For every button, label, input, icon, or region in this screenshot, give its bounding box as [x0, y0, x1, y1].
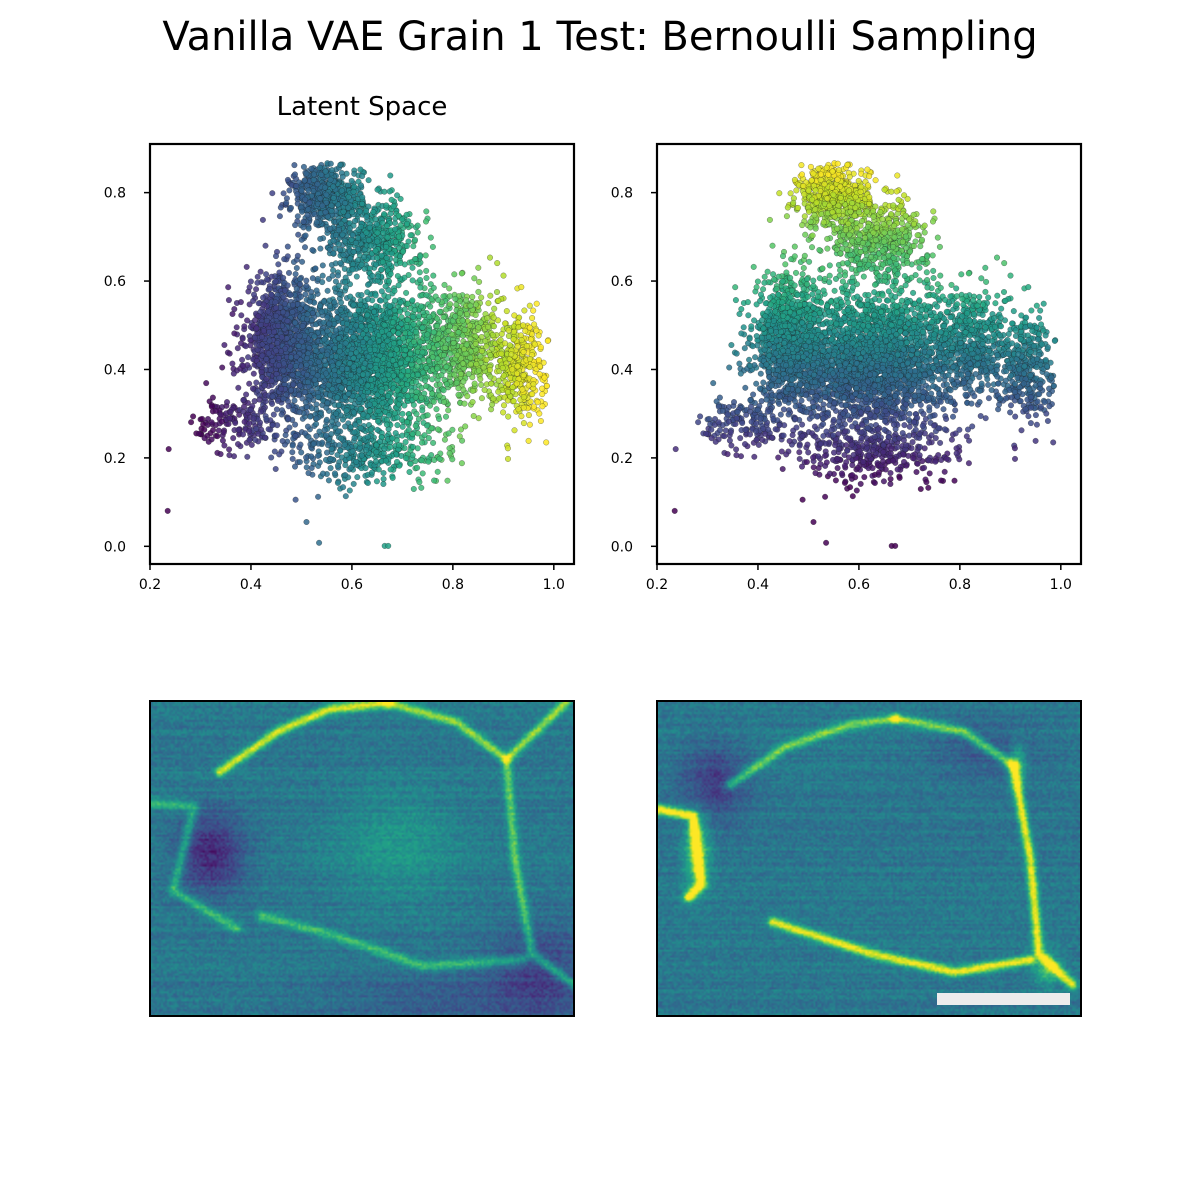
scatter-points — [164, 160, 552, 549]
figure-title: Vanilla VAE Grain 1 Test: Bernoulli Samp… — [162, 14, 1038, 60]
latent-scatter-color-x: 0.2 0.4 0.6 0.8 1.00.00.20.40.60.8 — [104, 142, 576, 593]
latent-space-title: Latent Space — [276, 92, 448, 122]
